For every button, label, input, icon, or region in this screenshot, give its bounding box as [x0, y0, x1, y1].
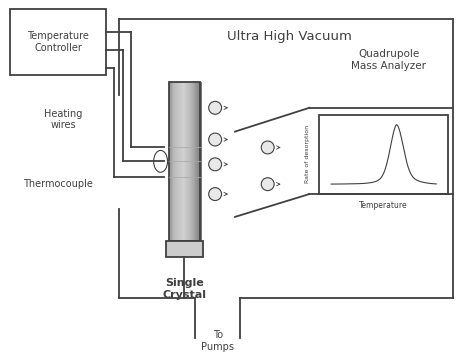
- Ellipse shape: [209, 133, 222, 146]
- Bar: [185, 82, 186, 241]
- Bar: [194, 82, 195, 241]
- Bar: [319, 115, 448, 194]
- Bar: [182, 82, 184, 241]
- Bar: [194, 82, 196, 241]
- Text: Temperature
Controller: Temperature Controller: [27, 31, 89, 53]
- Text: Thermocouple: Thermocouple: [24, 179, 94, 189]
- Bar: [199, 82, 200, 241]
- Bar: [176, 82, 177, 241]
- Ellipse shape: [261, 141, 274, 154]
- Bar: [169, 82, 200, 241]
- Bar: [172, 82, 173, 241]
- Ellipse shape: [209, 188, 222, 200]
- Bar: [170, 82, 171, 241]
- Bar: [186, 82, 187, 241]
- Bar: [192, 82, 194, 241]
- Bar: [188, 82, 189, 241]
- Bar: [177, 82, 178, 241]
- Bar: [174, 82, 175, 241]
- Text: Heating
wires: Heating wires: [44, 109, 82, 131]
- Bar: [178, 82, 180, 241]
- Bar: [200, 82, 201, 241]
- Bar: [197, 82, 198, 241]
- Bar: [166, 241, 203, 257]
- Ellipse shape: [209, 101, 222, 114]
- Bar: [195, 82, 197, 241]
- Text: Single
Crystal: Single Crystal: [163, 279, 206, 300]
- Bar: [174, 82, 175, 241]
- Ellipse shape: [209, 158, 222, 171]
- Bar: [183, 82, 184, 241]
- Text: Rate of desorption: Rate of desorption: [305, 125, 310, 183]
- Bar: [10, 9, 106, 75]
- Text: Quadrupole
Mass Analyzer: Quadrupole Mass Analyzer: [351, 49, 426, 71]
- Bar: [175, 82, 176, 241]
- Bar: [179, 82, 181, 241]
- Text: Temperature: Temperature: [359, 202, 408, 211]
- Bar: [169, 82, 171, 241]
- Bar: [184, 82, 185, 241]
- Bar: [198, 82, 199, 241]
- Bar: [191, 82, 193, 241]
- Bar: [181, 82, 183, 241]
- Bar: [193, 82, 194, 241]
- Bar: [173, 82, 174, 241]
- Bar: [169, 82, 170, 241]
- Bar: [190, 82, 192, 241]
- Bar: [177, 82, 179, 241]
- Bar: [180, 82, 181, 241]
- Bar: [189, 82, 190, 241]
- Text: Ultra High Vacuum: Ultra High Vacuum: [227, 30, 352, 43]
- Bar: [181, 82, 182, 241]
- Bar: [187, 82, 188, 241]
- Bar: [171, 82, 172, 241]
- Bar: [190, 82, 191, 241]
- Ellipse shape: [154, 150, 168, 172]
- Ellipse shape: [261, 178, 274, 190]
- Bar: [187, 82, 188, 241]
- Text: To
Pumps: To Pumps: [201, 330, 234, 352]
- Bar: [200, 82, 201, 241]
- Bar: [196, 82, 198, 241]
